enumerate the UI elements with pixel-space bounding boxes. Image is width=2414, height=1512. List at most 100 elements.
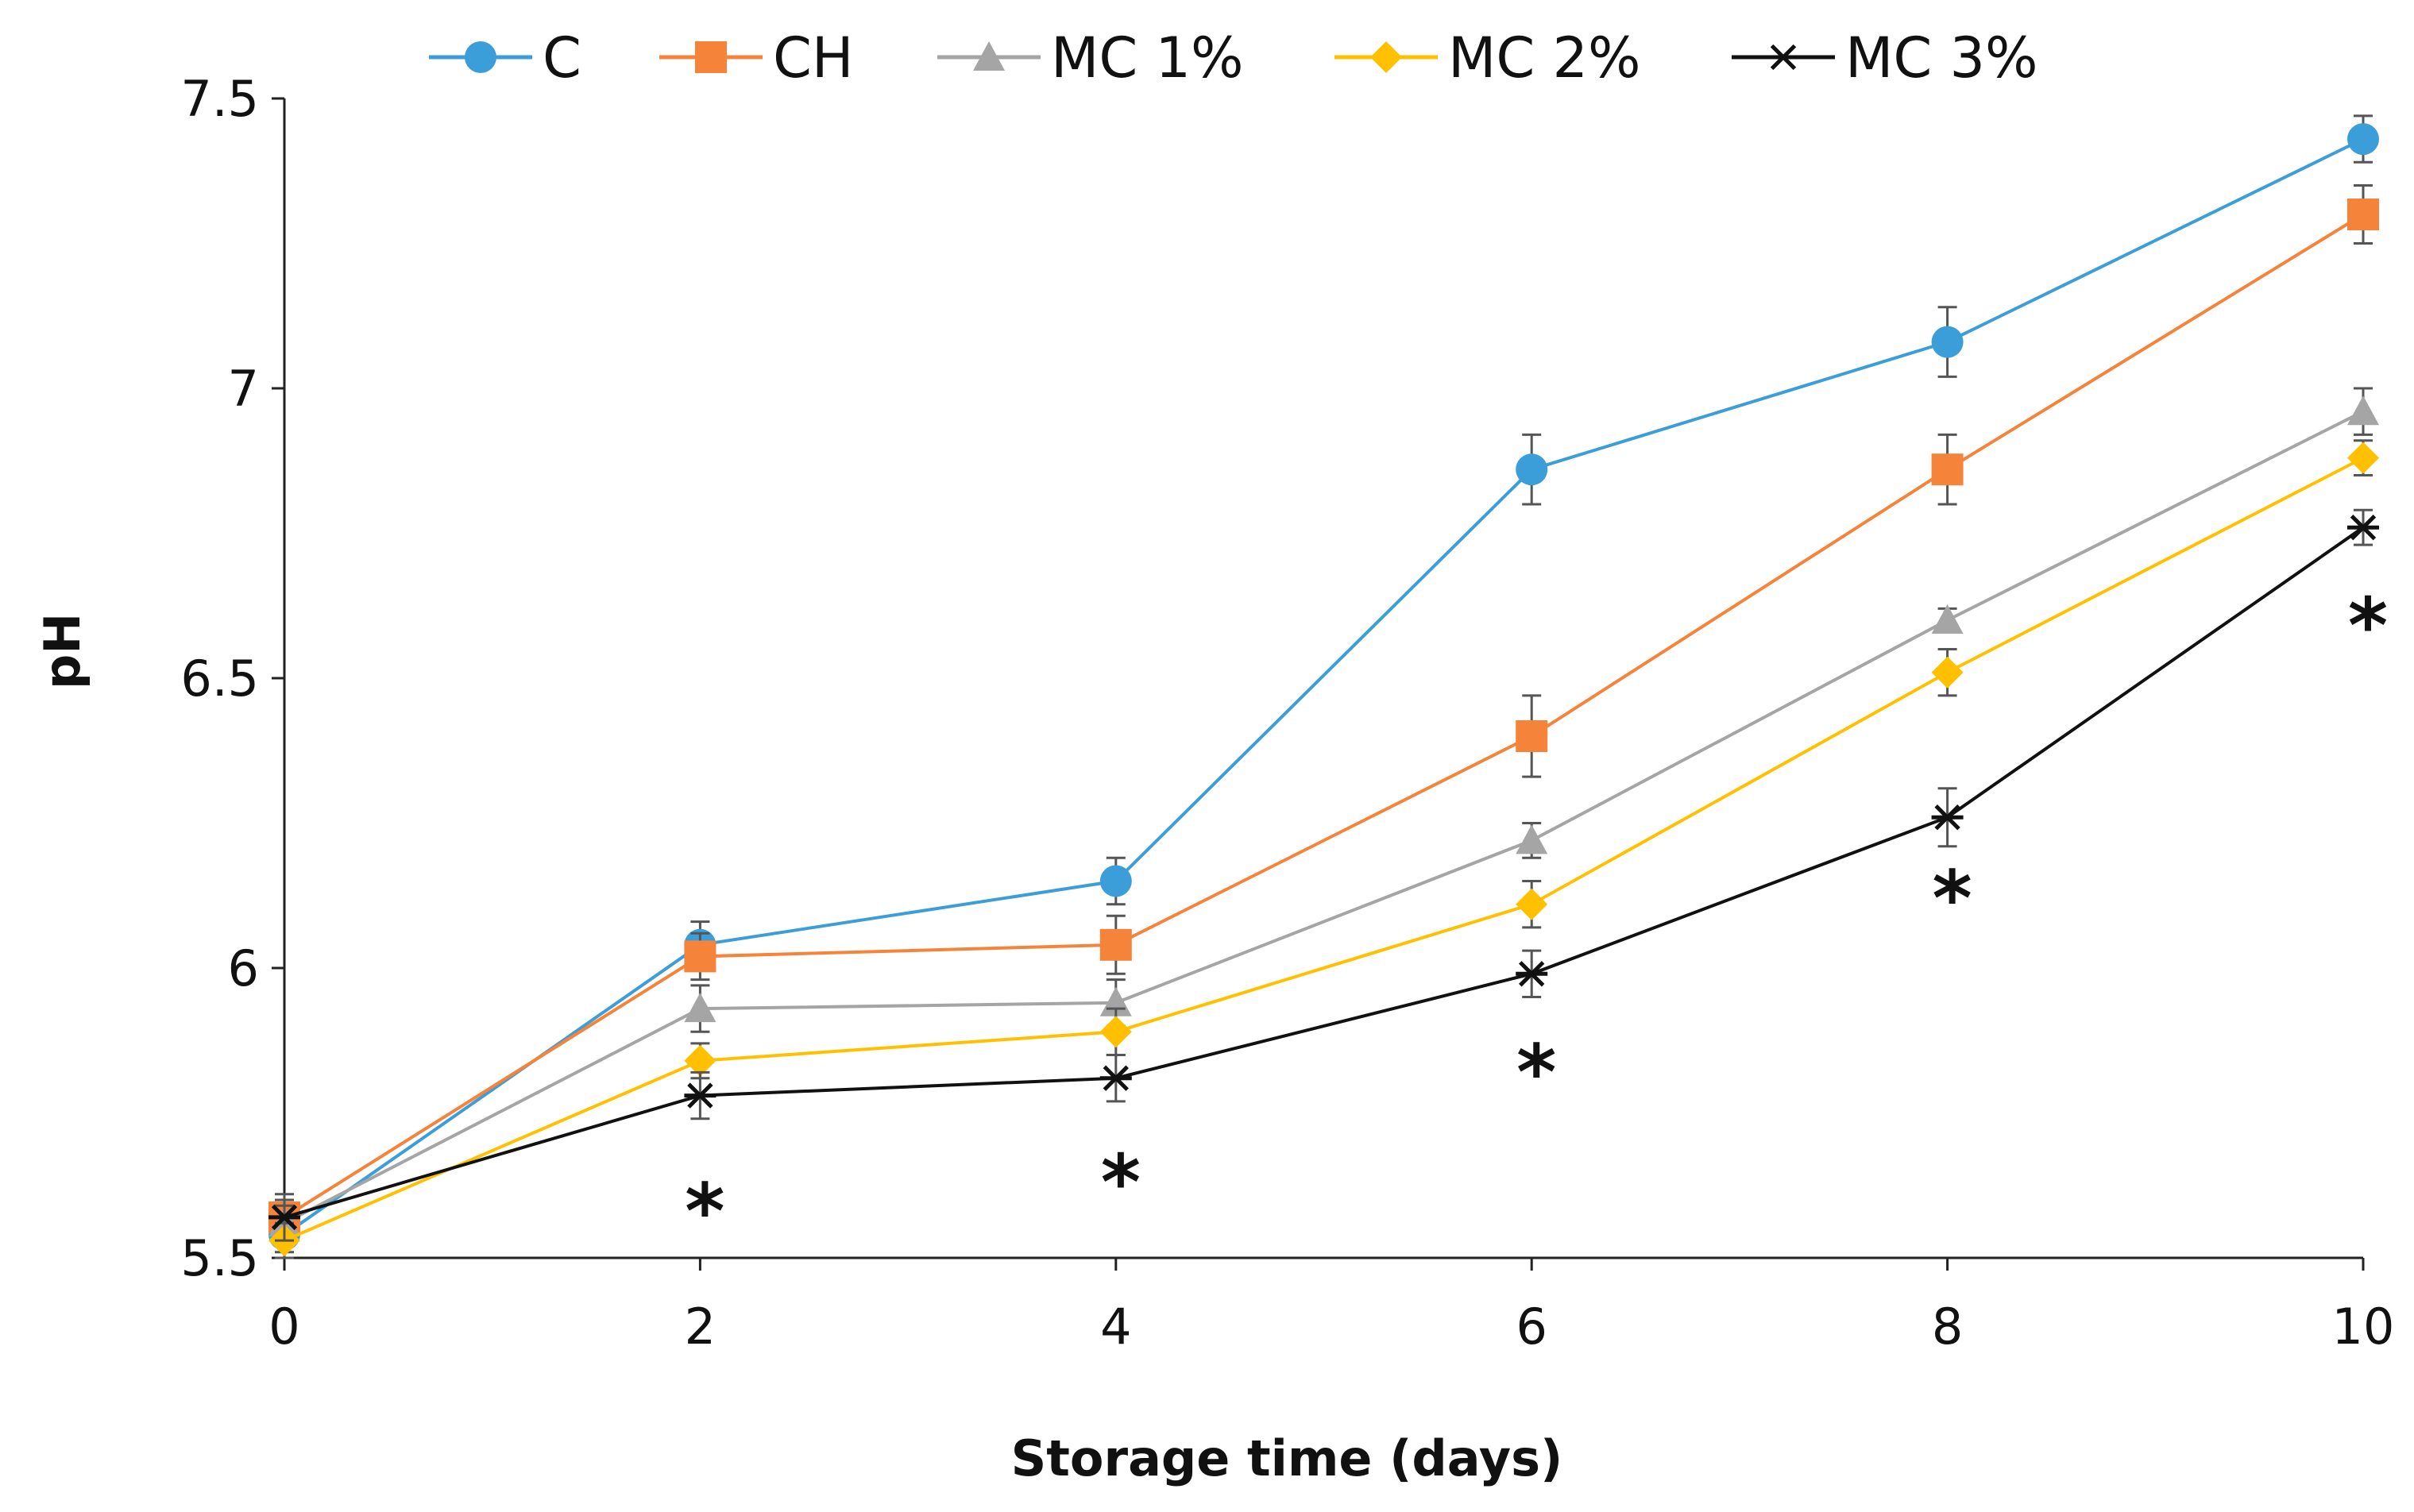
data-point-mc-2-shape <box>1099 1016 1132 1048</box>
significance-star: * <box>1932 854 1972 943</box>
data-point-mc-3-stroke <box>1103 1065 1129 1091</box>
data-point-mc-3-stroke <box>2350 515 2377 541</box>
significance-star: * <box>2348 582 2388 671</box>
data-point-mc-2-shape <box>1516 888 1548 920</box>
data-point-ch <box>1931 453 1964 486</box>
data-point-mc-2-shape <box>1931 656 1964 688</box>
y-tick-label: 7 <box>228 360 259 418</box>
data-point-c-shape <box>1931 326 1964 358</box>
data-point-mc-1-shape <box>1931 604 1964 634</box>
x-tick-label: 8 <box>1932 1298 1963 1356</box>
legend-label: C <box>543 25 581 91</box>
data-point-c <box>1931 326 1964 358</box>
legend-label: MC 2% <box>1448 25 1641 91</box>
legend-item-mc-1: MC 1% <box>937 25 1244 91</box>
legend-marker-mc-1-shape <box>973 41 1005 71</box>
y-tick-label: 5.5 <box>180 1229 259 1287</box>
data-point-ch-shape <box>684 940 716 973</box>
data-point-mc-2 <box>1099 1016 1132 1048</box>
legend-marker-c-shape <box>465 41 496 73</box>
legend-label: MC 1% <box>1051 25 1244 91</box>
annotation-layer: * * * * * <box>685 582 2388 1256</box>
data-point-c <box>2347 123 2379 156</box>
series-line-c <box>283 137 2364 1236</box>
x-axis-title: Storage time (days) <box>1011 1429 1563 1487</box>
data-point-c-shape <box>1516 453 1548 486</box>
legend-marker-mc-3-stroke <box>1770 44 1797 71</box>
significance-star: * <box>685 1167 724 1256</box>
series-line-ch <box>283 213 2365 1219</box>
data-point-c-shape <box>2347 123 2379 156</box>
legend-marker-mc-3 <box>1767 44 1799 71</box>
legend-item-ch: CH <box>659 25 854 91</box>
data-point-mc-2 <box>684 1044 716 1077</box>
data-point-mc-1 <box>2347 395 2379 426</box>
significance-star: * <box>1101 1139 1141 1228</box>
y-tick-label: 7.5 <box>180 70 259 128</box>
data-point-ch <box>684 940 716 973</box>
legend-marker-mc-1 <box>973 41 1005 71</box>
series-ch <box>268 184 2379 1236</box>
data-point-mc-3-stroke <box>1934 804 1960 831</box>
legend-item-mc-3: MC 3% <box>1732 25 2038 91</box>
data-point-mc-1 <box>684 993 716 1023</box>
data-point-mc-1-shape <box>684 993 716 1023</box>
data-point-c-shape <box>1099 865 1132 897</box>
axes: 5.5 6 6.5 7 7.5 0 2 4 6 8 10 <box>180 70 2394 1356</box>
data-point-mc-1-shape <box>2347 395 2379 426</box>
series-mc-3 <box>268 508 2379 1242</box>
x-tick-label: 0 <box>268 1298 299 1356</box>
data-point-mc-3 <box>2347 515 2379 541</box>
data-point-mc-2 <box>1516 888 1548 920</box>
data-point-mc-1-shape <box>1516 824 1548 854</box>
data-point-mc-3 <box>1931 804 1964 831</box>
series-mc-1 <box>268 387 2379 1242</box>
legend: C CH MC 1% MC 2% MC 3% <box>429 25 2038 91</box>
legend-marker-c <box>465 41 496 73</box>
data-point-ch-shape <box>1099 928 1132 961</box>
data-point-ch <box>1516 720 1548 752</box>
data-point-mc-1 <box>1931 604 1964 634</box>
x-tick-label: 2 <box>685 1298 716 1356</box>
legend-item-c: C <box>429 25 581 91</box>
legend-marker-ch <box>695 41 727 73</box>
data-point-mc-3-stroke <box>687 1082 713 1109</box>
legend-marker-ch-shape <box>695 41 727 73</box>
data-point-mc-3 <box>268 1204 300 1231</box>
data-point-mc-3-stroke <box>1519 961 1545 987</box>
legend-item-mc-2: MC 2% <box>1334 25 1641 91</box>
data-point-mc-1 <box>1516 824 1548 854</box>
significance-star: * <box>1516 1028 1556 1117</box>
series-c <box>268 114 2379 1254</box>
data-point-mc-3 <box>684 1082 716 1109</box>
series-line-mc-3 <box>284 526 2365 1219</box>
legend-label: MC 3% <box>1845 25 2038 91</box>
data-point-mc-2 <box>2347 442 2379 474</box>
data-point-mc-2 <box>1931 656 1964 688</box>
legend-marker-mc-2-shape <box>1370 41 1402 73</box>
data-point-mc-3-stroke <box>271 1204 298 1231</box>
series-line-mc-1 <box>284 410 2364 1225</box>
data-point-ch-shape <box>1931 453 1964 486</box>
data-point-mc-3 <box>1099 1065 1132 1091</box>
legend-marker-mc-2 <box>1370 41 1402 73</box>
x-tick-label: 4 <box>1100 1298 1131 1356</box>
data-point-mc-3 <box>1516 961 1548 987</box>
series-layer <box>268 114 2379 1259</box>
y-tick-label: 6.5 <box>180 650 259 708</box>
x-tick-label: 6 <box>1516 1298 1547 1356</box>
series-line-mc-2 <box>284 456 2364 1242</box>
legend-label: CH <box>773 25 854 91</box>
data-point-c <box>1099 865 1132 897</box>
data-point-ch-shape <box>2347 199 2379 230</box>
y-tick-label: 6 <box>228 939 259 997</box>
data-point-mc-2-shape <box>684 1044 716 1077</box>
x-tick-label: 10 <box>2332 1298 2395 1356</box>
data-point-ch <box>2347 199 2379 230</box>
y-axis-title: pH <box>33 613 91 689</box>
data-point-mc-2-shape <box>2347 442 2379 474</box>
data-point-ch <box>1099 928 1132 961</box>
data-point-ch-shape <box>1516 720 1548 752</box>
data-point-c <box>1516 453 1548 486</box>
